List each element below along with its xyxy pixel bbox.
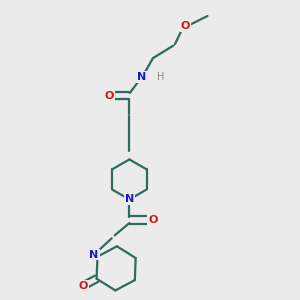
Text: O: O (181, 21, 190, 31)
Text: N: N (125, 194, 134, 205)
Text: O: O (148, 215, 158, 225)
Text: O: O (78, 281, 88, 291)
Text: O: O (105, 91, 114, 100)
Text: N: N (136, 72, 146, 82)
Text: N: N (89, 250, 99, 260)
Text: H: H (157, 72, 164, 82)
